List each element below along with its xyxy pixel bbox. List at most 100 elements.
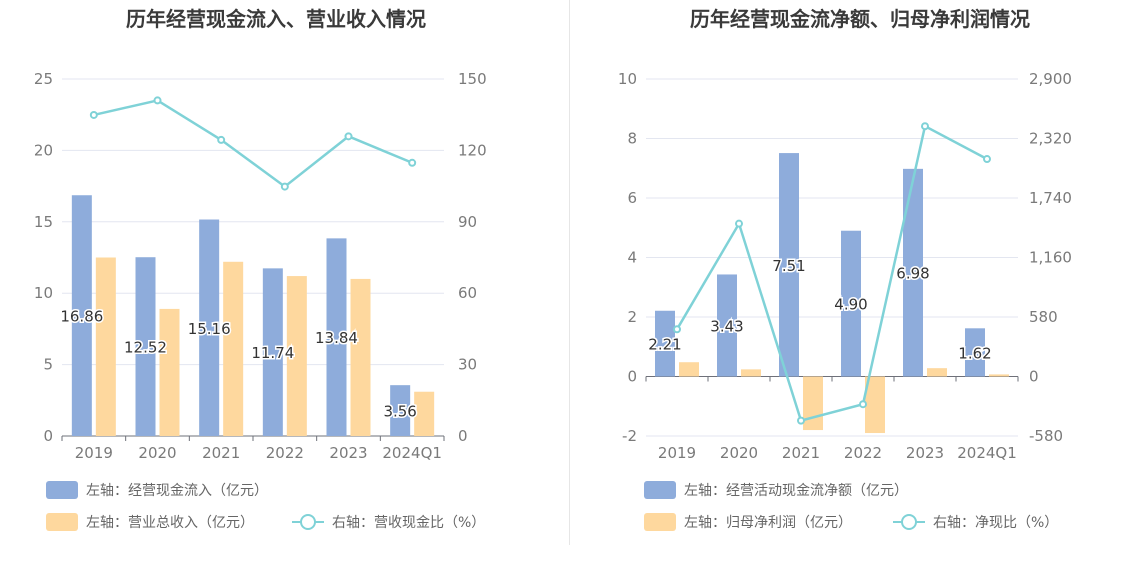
- line-point: [217, 135, 226, 144]
- left-axis-tick-label: 8: [627, 130, 637, 148]
- bar-revenue: [159, 308, 180, 436]
- line-point: [153, 96, 162, 105]
- line-point: [859, 400, 867, 409]
- chart-panel-1: 历年经营现金流入、营业收入情况 0 5 10 15 20 25 0 30 60 90 120 150 20…: [34, 7, 487, 531]
- bar-net-profit: [927, 368, 947, 377]
- bar-net-profit: [803, 376, 823, 431]
- right-axis-tick-label: 90: [458, 213, 477, 231]
- right-axis-tick-label: 1,740: [1029, 189, 1072, 207]
- legend-line-marker: [300, 514, 316, 530]
- data-label: 16.86: [60, 308, 103, 326]
- left-axis-tick-label: 25: [34, 70, 53, 88]
- right-axis-tick-label: -580: [1029, 427, 1063, 445]
- chart-panel-2: 历年经营现金流净额、归母净利润情况 -2 0 2 4 6 8 10 -580 0 580 1,160 1…: [618, 7, 1072, 531]
- right-axis-tick-label: 120: [458, 141, 487, 159]
- line-point: [344, 132, 353, 141]
- bar-revenue: [95, 257, 116, 436]
- legend-label: 右轴：营收现金比（%）: [332, 515, 485, 531]
- legend-label: 左轴：营业总收入（亿元）: [86, 515, 254, 531]
- panel-divider: [569, 0, 570, 545]
- data-label: 3.43: [710, 317, 743, 335]
- bar-cash-inflow: [262, 268, 283, 436]
- x-axis-category-label: 2021: [782, 444, 820, 462]
- line-point: [735, 219, 743, 228]
- right-axis-tick-label: 30: [458, 356, 477, 374]
- bar-cash-inflow: [390, 385, 411, 436]
- x-axis-category-label: 2022: [844, 444, 882, 462]
- bar-revenue: [350, 278, 371, 436]
- left-axis-tick-label: 6: [627, 189, 637, 207]
- bar-revenue: [223, 261, 244, 436]
- chart-title: 历年经营现金流入、营业收入情况: [126, 7, 426, 31]
- right-axis-tick-label: 0: [458, 427, 468, 445]
- left-axis-tick-label: 10: [34, 284, 53, 302]
- left-axis-tick-label: 4: [627, 249, 637, 267]
- line-point: [797, 416, 805, 425]
- bar-cash-inflow: [199, 219, 220, 436]
- left-axis-tick-label: -2: [622, 427, 637, 445]
- x-axis-category-label: 2019: [75, 444, 113, 462]
- legend-label: 左轴：归母净利润（亿元）: [684, 514, 852, 531]
- data-label: 4.90: [834, 296, 867, 314]
- bar-net-cash-flow: [903, 168, 923, 377]
- right-axis-tick-label: 580: [1029, 308, 1058, 326]
- legend-swatch: [46, 481, 78, 499]
- legend-swatch: [46, 513, 78, 531]
- right-axis-tick-label: 2,900: [1029, 70, 1072, 88]
- bar-net-cash-flow: [841, 230, 861, 377]
- data-label: 15.16: [188, 320, 231, 338]
- data-label: 13.84: [315, 329, 358, 347]
- line-point: [983, 155, 991, 164]
- x-axis-category-label: 2024Q1: [382, 444, 442, 462]
- data-label: 1.62: [958, 344, 991, 362]
- legend-label: 右轴：净现比（%）: [933, 515, 1058, 531]
- bar-net-profit: [679, 362, 699, 377]
- data-label: 11.74: [251, 344, 294, 362]
- left-axis-tick-label: 20: [34, 141, 53, 159]
- bar-net-cash-flow: [779, 153, 799, 377]
- right-axis-tick-label: 60: [458, 284, 477, 302]
- right-axis-tick-label: 2,320: [1029, 130, 1072, 148]
- data-label: 7.51: [772, 257, 805, 275]
- x-axis-category-label: 2024Q1: [957, 444, 1017, 462]
- data-label: 3.56: [383, 403, 416, 421]
- line-point: [673, 325, 681, 334]
- left-axis-tick-label: 15: [34, 213, 53, 231]
- data-label: 2.21: [648, 336, 681, 354]
- bar-net-profit: [741, 369, 761, 377]
- x-axis-category-label: 2021: [202, 444, 240, 462]
- bar-cash-inflow: [135, 257, 156, 436]
- left-axis-tick-label: 5: [43, 356, 53, 374]
- legend-label: 左轴：经营现金流入（亿元）: [86, 483, 268, 499]
- legend-line-marker: [901, 514, 917, 530]
- x-axis-category-label: 2023: [329, 444, 367, 462]
- chart-title: 历年经营现金流净额、归母净利润情况: [690, 7, 1030, 31]
- legend-swatch: [644, 481, 676, 499]
- x-axis-category-label: 2020: [720, 444, 758, 462]
- x-axis-category-label: 2019: [658, 444, 696, 462]
- bar-revenue: [286, 276, 307, 436]
- right-axis-tick-label: 0: [1029, 368, 1039, 386]
- line-point: [89, 110, 98, 119]
- bar-net-cash-flow: [655, 310, 675, 377]
- data-label: 6.98: [896, 265, 929, 283]
- bar-cash-inflow: [326, 238, 347, 436]
- x-axis-category-label: 2022: [266, 444, 304, 462]
- right-axis-tick-label: 1,160: [1029, 249, 1072, 267]
- line-series: [93, 99, 413, 189]
- left-axis-tick-label: 10: [618, 70, 637, 88]
- legend-label: 左轴：经营活动现金流净额（亿元）: [684, 483, 908, 499]
- line-series: [675, 124, 988, 423]
- x-axis-category-label: 2020: [138, 444, 176, 462]
- bar-net-cash-flow: [965, 328, 985, 377]
- line-point: [408, 158, 417, 167]
- left-axis-tick-label: 2: [627, 308, 637, 326]
- data-label: 12.52: [124, 339, 167, 357]
- line-point: [921, 122, 929, 131]
- bar-cash-inflow: [71, 195, 92, 436]
- legend-swatch: [644, 513, 676, 531]
- bar-revenue: [414, 391, 435, 436]
- left-axis-tick-label: 0: [43, 427, 53, 445]
